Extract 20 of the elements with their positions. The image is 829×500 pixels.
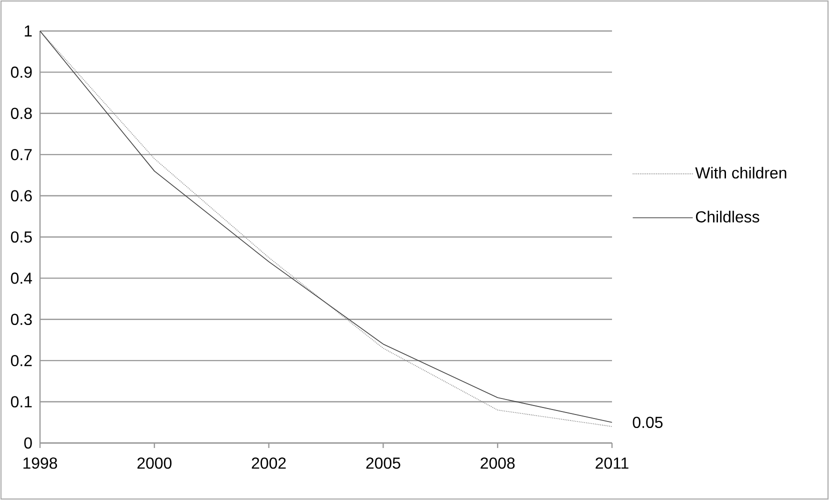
legend-label: Childless	[696, 210, 760, 222]
y-tick-label: 0.7	[10, 148, 32, 160]
y-tick-label: 0.8	[10, 108, 32, 120]
y-tick-label: 0.4	[10, 272, 32, 284]
legend-label: With children	[695, 166, 786, 179]
y-tick-label: 0.5	[10, 231, 32, 243]
y-tick-label: 0.9	[10, 66, 32, 78]
x-tick-label: 1998	[23, 458, 58, 469]
y-tick-label: 0.1	[10, 396, 32, 408]
y-tick-label: 1	[24, 26, 32, 36]
x-tick-label: 2002	[252, 458, 286, 469]
data-label: 0.05	[632, 416, 663, 428]
y-tick-label: 0.3	[10, 314, 32, 326]
x-tick-label: 2008	[480, 458, 515, 469]
x-tick-label: 2011	[596, 458, 628, 469]
x-tick-label: 2000	[137, 458, 172, 469]
y-tick-label: 0.2	[10, 354, 32, 366]
x-tick-label: 2005	[366, 458, 400, 469]
y-tick-label: 0	[24, 437, 32, 449]
y-tick-label: 0.6	[10, 190, 32, 202]
